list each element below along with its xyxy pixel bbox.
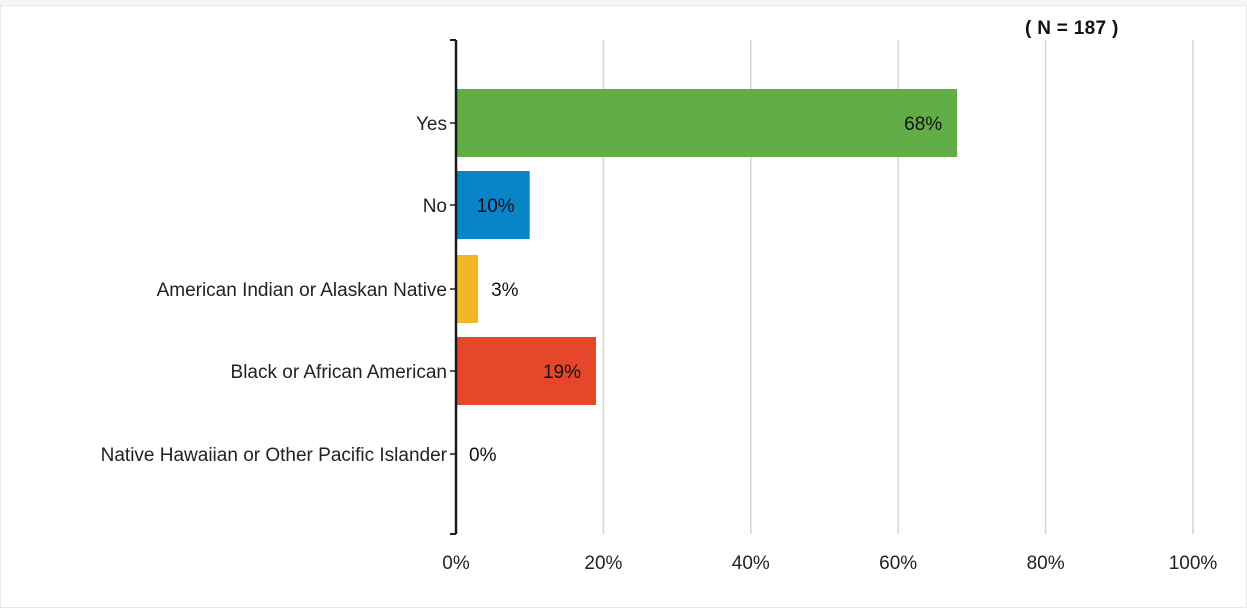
bar [456,171,530,239]
sample-size-label: ( N = 187 ) [1025,18,1119,39]
bar [456,89,958,157]
category-label: Yes [416,114,447,135]
top-strip [0,0,1247,6]
data-label: 68% [904,114,942,135]
category-label: Native Hawaiian or Other Pacific Islande… [101,445,448,466]
x-tick-label: 40% [732,553,770,574]
bar [456,255,479,323]
category-label: American Indian or Alaskan Native [157,280,447,301]
bar [456,337,597,405]
x-tick-label: 0% [442,553,470,574]
data-label: 3% [491,280,519,301]
x-tick-label: 100% [1169,553,1218,574]
x-tick-label: 80% [1027,553,1065,574]
category-label: Black or African American [231,362,447,383]
x-tick-label: 60% [879,553,917,574]
data-label: 10% [477,196,515,217]
data-label: 0% [469,445,497,466]
x-tick-label: 20% [584,553,622,574]
data-label: 19% [543,362,581,383]
category-label: No [423,196,447,217]
